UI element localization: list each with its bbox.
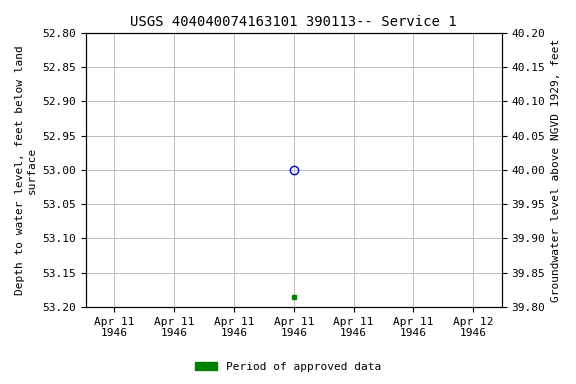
Title: USGS 404040074163101 390113-- Service 1: USGS 404040074163101 390113-- Service 1 <box>131 15 457 29</box>
Y-axis label: Depth to water level, feet below land
surface: Depth to water level, feet below land su… <box>15 45 37 295</box>
Legend: Period of approved data: Period of approved data <box>191 358 385 377</box>
Y-axis label: Groundwater level above NGVD 1929, feet: Groundwater level above NGVD 1929, feet <box>551 38 561 301</box>
